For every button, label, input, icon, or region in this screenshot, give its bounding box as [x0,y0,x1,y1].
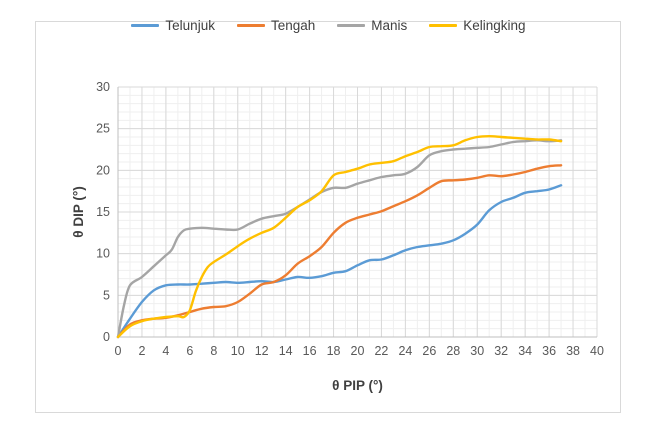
x-tick-label: 4 [162,344,169,358]
legend-label: Manis [371,17,408,33]
series-line-tengah [116,164,563,339]
x-tick-label: 32 [494,344,508,358]
series-line-telunjuk [116,184,563,339]
x-tick-label: 16 [303,344,317,358]
legend-swatch [337,23,366,27]
legend-swatch [429,23,458,27]
chart-legend: Telunjuk Tengah Manis Kelingking [0,0,657,50]
x-tick-label: 18 [327,344,341,358]
y-tick-label: 25 [96,122,110,136]
x-tick-label: 12 [255,344,269,358]
x-tick-label: 20 [351,344,365,358]
series-line-kelingking [116,135,563,339]
legend-label: Tengah [270,17,316,33]
legend-item-kelingking: Kelingking [429,17,526,33]
legend-item-manis: Manis [337,18,407,33]
x-tick-label: 38 [566,344,580,358]
x-tick-label: 28 [446,344,460,358]
x-tick-label: 30 [470,344,484,358]
x-tick-label: 40 [590,344,604,358]
tick-labels: 0 2 4 6 8 10 12 14 16 18 20 22 24 26 28 30 32 34 36 38 40051… [96,80,604,358]
x-tick-label: 10 [231,344,245,358]
x-tick-label: 24 [398,344,412,358]
x-tick-label: 14 [279,344,293,358]
chart-frame [35,21,621,413]
x-tick-label: 2 [138,344,145,358]
y-tick-label: 5 [103,288,110,302]
x-tick-label: 22 [374,344,388,358]
axes [117,87,597,338]
legend-label: Telunjuk [165,17,215,33]
series-line-manis [116,139,563,339]
major-gridlines [117,86,598,338]
y-tick-label: 20 [96,163,110,177]
legend-item-telunjuk: Telunjuk [131,18,215,33]
x-tick-label: 8 [210,344,217,358]
x-tick-label: 6 [186,344,193,358]
legend-label: Kelingking [463,17,526,33]
legend-swatch [131,23,160,27]
y-tick-label: 15 [96,205,110,219]
y-tick-label: 0 [103,330,110,344]
x-axis-title: θ PIP (°) [332,378,383,393]
legend-swatch [236,23,265,27]
x-tick-label: 34 [518,344,532,358]
y-tick-label: 30 [96,80,110,94]
x-tick-label: 36 [542,344,556,358]
y-axis-title: θ DIP (°) [71,186,86,237]
series-lines [116,135,563,339]
y-tick-label: 10 [96,247,110,261]
legend-item-tengah: Tengah [236,17,316,33]
x-tick-label: 26 [422,344,436,358]
x-tick-label: 0 [115,344,122,358]
